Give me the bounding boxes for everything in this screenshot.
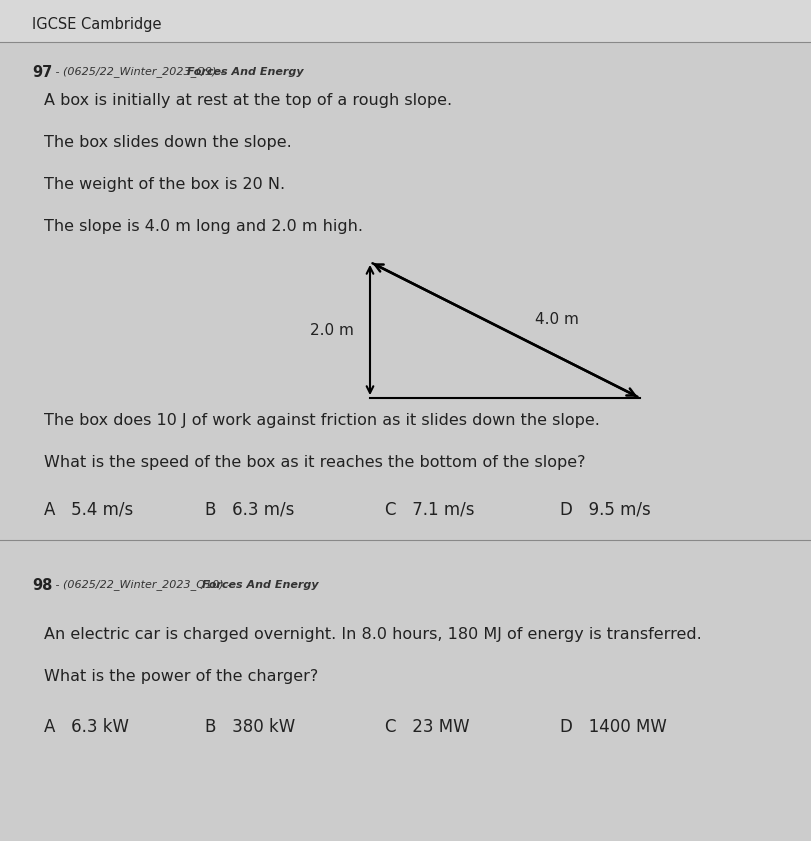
Text: A   5.4 m/s: A 5.4 m/s xyxy=(44,501,133,519)
Text: D   9.5 m/s: D 9.5 m/s xyxy=(560,501,650,519)
Text: B   380 kW: B 380 kW xyxy=(204,718,295,736)
Text: Forces And Energy: Forces And Energy xyxy=(187,67,303,77)
Text: The box slides down the slope.: The box slides down the slope. xyxy=(44,135,291,150)
Text: - (0625/22_Winter_2023_Q9) -: - (0625/22_Winter_2023_Q9) - xyxy=(52,66,227,77)
Text: B   6.3 m/s: B 6.3 m/s xyxy=(204,501,294,519)
Text: Forces And Energy: Forces And Energy xyxy=(202,580,318,590)
Bar xyxy=(0,0,811,42)
Text: 97: 97 xyxy=(32,65,52,80)
Text: IGCSE Cambridge: IGCSE Cambridge xyxy=(32,17,161,31)
Text: 98: 98 xyxy=(32,578,53,593)
Text: C   7.1 m/s: C 7.1 m/s xyxy=(384,501,474,519)
Text: The box does 10 J of work against friction as it slides down the slope.: The box does 10 J of work against fricti… xyxy=(44,412,599,427)
Text: An electric car is charged overnight. In 8.0 hours, 180 MJ of energy is transfer: An electric car is charged overnight. In… xyxy=(44,627,701,643)
Text: A box is initially at rest at the top of a rough slope.: A box is initially at rest at the top of… xyxy=(44,93,452,108)
Text: C   23 MW: C 23 MW xyxy=(384,718,469,736)
Text: The slope is 4.0 m long and 2.0 m high.: The slope is 4.0 m long and 2.0 m high. xyxy=(44,219,363,234)
Text: What is the speed of the box as it reaches the bottom of the slope?: What is the speed of the box as it reach… xyxy=(44,454,585,469)
Text: The weight of the box is 20 N.: The weight of the box is 20 N. xyxy=(44,177,285,192)
Text: D   1400 MW: D 1400 MW xyxy=(560,718,666,736)
Text: - (0625/22_Winter_2023_Q10) -: - (0625/22_Winter_2023_Q10) - xyxy=(52,579,234,590)
Text: A   6.3 kW: A 6.3 kW xyxy=(44,718,129,736)
Text: What is the power of the charger?: What is the power of the charger? xyxy=(44,669,318,685)
Text: 2.0 m: 2.0 m xyxy=(310,322,354,337)
Text: 4.0 m: 4.0 m xyxy=(534,313,578,327)
